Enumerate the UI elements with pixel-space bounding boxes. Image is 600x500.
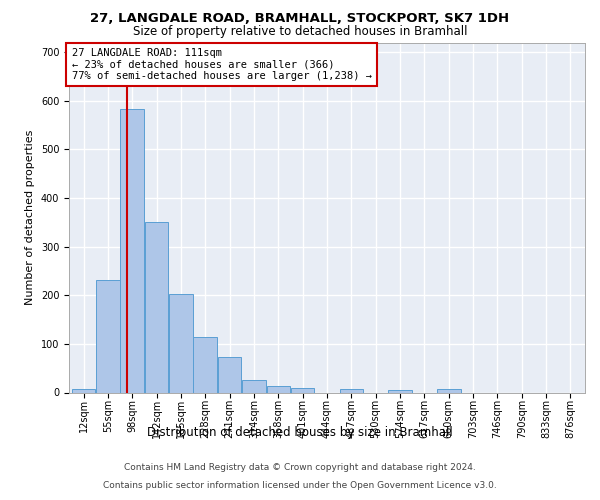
Bar <box>242 380 266 392</box>
Text: Size of property relative to detached houses in Bramhall: Size of property relative to detached ho… <box>133 25 467 38</box>
Bar <box>121 109 144 393</box>
Text: Contains public sector information licensed under the Open Government Licence v3: Contains public sector information licen… <box>103 480 497 490</box>
Text: 27 LANGDALE ROAD: 111sqm
← 23% of detached houses are smaller (366)
77% of semi-: 27 LANGDALE ROAD: 111sqm ← 23% of detach… <box>71 48 371 81</box>
Bar <box>169 294 193 392</box>
Bar <box>340 388 363 392</box>
Bar <box>145 222 169 392</box>
Text: Contains HM Land Registry data © Crown copyright and database right 2024.: Contains HM Land Registry data © Crown c… <box>124 463 476 472</box>
Text: Distribution of detached houses by size in Bramhall: Distribution of detached houses by size … <box>147 426 453 439</box>
Bar <box>266 386 290 392</box>
Y-axis label: Number of detached properties: Number of detached properties <box>25 130 35 305</box>
Bar <box>193 336 217 392</box>
Text: 27, LANGDALE ROAD, BRAMHALL, STOCKPORT, SK7 1DH: 27, LANGDALE ROAD, BRAMHALL, STOCKPORT, … <box>91 12 509 26</box>
Bar <box>388 390 412 392</box>
Bar <box>218 357 241 392</box>
Bar <box>437 388 461 392</box>
Bar <box>291 388 314 392</box>
Bar <box>96 280 120 392</box>
Bar <box>72 388 95 392</box>
